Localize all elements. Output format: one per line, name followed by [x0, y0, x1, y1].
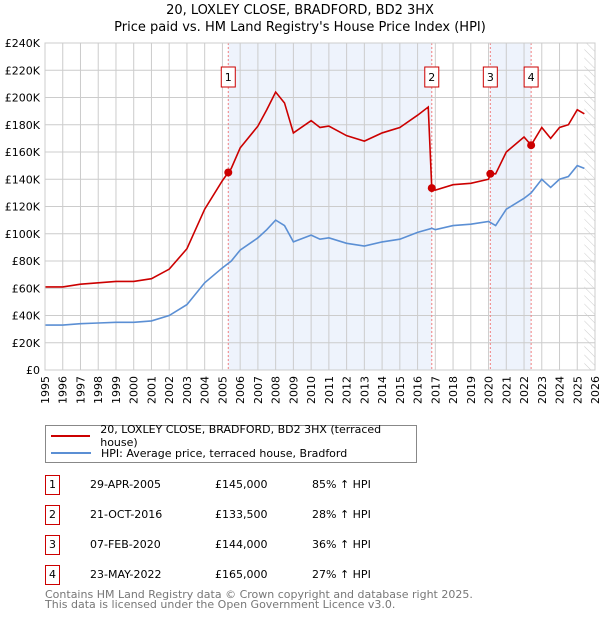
sale-date: 23-MAY-2022: [90, 568, 162, 581]
x-tick-label: 2022: [518, 376, 531, 404]
y-tick-label: £40K: [12, 310, 41, 323]
sale-point: [224, 168, 233, 177]
y-tick-label: £180K: [5, 119, 41, 132]
sale-price: £144,000: [215, 538, 268, 551]
legend-swatch-red: [51, 435, 91, 437]
x-tick-label: 2014: [376, 376, 389, 404]
footer: Contains HM Land Registry data © Crown c…: [45, 588, 473, 611]
y-tick-label: £60K: [12, 282, 41, 295]
sale-number: 4: [45, 565, 60, 585]
sale-label: 1: [225, 71, 232, 84]
footer-line1: Contains HM Land Registry data © Crown c…: [45, 588, 473, 601]
legend-swatch-blue: [51, 452, 91, 454]
plot-border: [44, 42, 596, 371]
x-tick-label: 1996: [57, 376, 70, 404]
sale-hpi-diff: 36% ↑ HPI: [312, 538, 371, 551]
sale-label-box: [220, 66, 236, 88]
x-tick-label: 2011: [323, 376, 336, 404]
x-tick-label: 1999: [110, 376, 123, 404]
x-tick-label: 2005: [216, 376, 229, 404]
y-tick-label: £20K: [12, 337, 41, 350]
y-tick-label: £220K: [5, 64, 41, 77]
legend-label: HPI: Average price, terraced house, Brad…: [101, 446, 348, 460]
sale-price: £165,000: [215, 568, 268, 581]
y-tick-label: £80K: [12, 255, 41, 268]
y-tick-label: £200K: [5, 92, 41, 105]
x-tick-label: 2006: [234, 376, 247, 404]
x-tick-label: 2009: [287, 376, 300, 404]
sale-hpi-diff: 85% ↑ HPI: [312, 478, 371, 491]
x-tick-label: 2021: [500, 376, 513, 404]
x-tick-label: 2017: [429, 376, 442, 404]
sale-point: [427, 184, 436, 193]
sale-point: [486, 169, 495, 178]
x-tick-label: 2004: [199, 376, 212, 404]
price-paid-line: [45, 90, 585, 288]
x-tick-label: 2023: [536, 376, 549, 404]
x-tick-label: 1998: [92, 376, 105, 404]
x-tick-label: 1997: [74, 376, 87, 404]
sale-number: 1: [45, 475, 60, 495]
footer-line2: This data is licensed under the Open Gov…: [45, 598, 396, 611]
x-tick-label: 2026: [589, 376, 600, 404]
sale-price: £145,000: [215, 478, 268, 491]
legend-item-property: 20, LOXLEY CLOSE, BRADFORD, BD2 3HX (ter…: [46, 423, 416, 449]
x-tick-label: 2020: [483, 376, 496, 404]
plot-area: 1995 1996 1997 1998 1999 2000 2001 2002 2003 2004…: [5, 37, 600, 404]
x-tick-label: 2001: [145, 376, 158, 404]
x-tick-label: 2016: [412, 376, 425, 404]
y-tick-label: £0: [26, 364, 40, 377]
x-tick-label: 2015: [394, 376, 407, 404]
x-tick-label: 1995: [39, 376, 52, 404]
sale-label: 3: [487, 71, 494, 84]
x-tick-label: 2012: [341, 376, 354, 404]
sale-date: 21-OCT-2016: [90, 508, 163, 521]
chart-subtitle: Price paid vs. HM Land Registry's House …: [114, 20, 486, 35]
y-tick-label: £160K: [5, 146, 41, 159]
chart-title: 20, LOXLEY CLOSE, BRADFORD, BD2 3HX: [166, 3, 434, 18]
x-tick-label: 2008: [270, 376, 283, 404]
sale-hpi-diff: 28% ↑ HPI: [312, 508, 371, 521]
legend-label: 20, LOXLEY CLOSE, BRADFORD, BD2 3HX (ter…: [100, 423, 382, 449]
legend: 20, LOXLEY CLOSE, BRADFORD, BD2 3HX (ter…: [45, 423, 417, 463]
x-tick-label: 2002: [163, 376, 176, 404]
sale-number: 2: [45, 505, 60, 525]
sale-date: 29-APR-2005: [90, 478, 162, 491]
sale-hpi-diff: 27% ↑ HPI: [312, 568, 371, 581]
sale-label: 4: [528, 71, 535, 84]
x-tick-label: 2024: [554, 376, 567, 404]
x-tick-label: 2018: [447, 376, 460, 404]
sale-label-box: [424, 66, 440, 88]
sale-label-box: [523, 66, 539, 88]
sale-point: [527, 141, 536, 150]
x-tick-label: 2025: [571, 376, 584, 404]
x-tick-label: 2019: [465, 376, 478, 404]
sale-label-box: [482, 66, 498, 88]
y-tick-label: £140K: [5, 173, 41, 186]
sale-date: 07-FEB-2020: [90, 538, 161, 551]
x-tick-label: 2010: [305, 376, 318, 404]
y-tick-label: £100K: [5, 228, 41, 241]
x-tick-label: 2007: [252, 376, 265, 404]
hpi-line: [45, 164, 585, 326]
x-tick-label: 2000: [128, 376, 141, 404]
sale-number: 3: [45, 535, 60, 555]
y-tick-label: £240K: [5, 37, 41, 50]
x-tick-label: 2013: [358, 376, 371, 404]
sale-price: £133,500: [215, 508, 268, 521]
sale-label: 2: [428, 71, 435, 84]
x-tick-label: 2003: [181, 376, 194, 404]
y-tick-label: £120K: [5, 201, 41, 214]
legend-item-hpi: HPI: Average price, terraced house, Brad…: [46, 445, 347, 461]
